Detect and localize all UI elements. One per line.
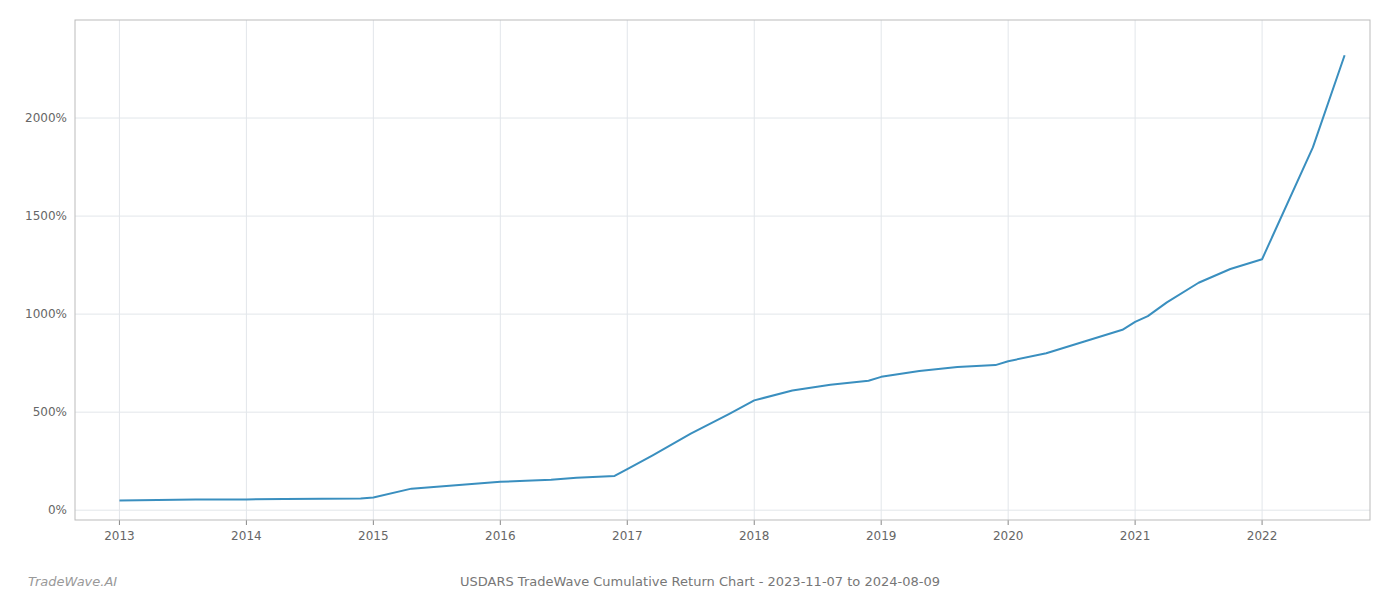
y-tick-label: 2000%	[25, 111, 67, 125]
y-grid-line	[75, 510, 1370, 511]
x-tick-label: 2022	[1247, 529, 1278, 543]
x-grid-line	[119, 20, 120, 520]
x-grid-line	[500, 20, 501, 520]
x-tick-mark	[500, 520, 501, 525]
axes: 0% 500% 1000% 1500% 2000% 2013 2014 2015 2016 201…	[25, 20, 1370, 543]
x-grid-line	[754, 20, 755, 520]
chart-container: 0% 500% 1000% 1500% 2000% 2013 2014 2015 2016 201…	[0, 0, 1400, 600]
x-tick-label: 2016	[485, 529, 516, 543]
series-group	[119, 55, 1344, 500]
x-tick-mark	[754, 520, 755, 525]
x-tick-label: 2020	[993, 529, 1024, 543]
watermark: TradeWave.AI	[28, 574, 117, 589]
x-tick-mark	[119, 520, 120, 525]
y-tick-label: 1000%	[25, 307, 67, 321]
y-tick-label: 500%	[33, 405, 67, 419]
x-grid-line	[881, 20, 882, 520]
line	[119, 55, 1344, 500]
texts: TradeWave.AI USDARS TradeWave Cumulative …	[28, 574, 940, 589]
x-tick-mark	[1135, 520, 1136, 525]
title: USDARS TradeWave Cumulative Return Chart…	[460, 574, 940, 589]
x-tick-mark	[246, 520, 247, 525]
y-grid-line	[75, 118, 1370, 119]
x-tick-label: 2017	[612, 529, 643, 543]
x-tick-mark	[1008, 520, 1009, 525]
x-tick-mark	[373, 520, 374, 525]
x-grid-line	[1262, 20, 1263, 520]
x-tick-mark	[627, 520, 628, 525]
x-grid-line	[1008, 20, 1009, 520]
y-grid-line	[75, 314, 1370, 315]
x-grid-line	[246, 20, 247, 520]
x-tick-label: 2014	[231, 529, 262, 543]
y-tick-label: 0%	[48, 503, 67, 517]
x-tick-label: 2019	[866, 529, 897, 543]
x-grid-line	[373, 20, 374, 520]
chart-svg: 0% 500% 1000% 1500% 2000% 2013 2014 2015 2016 201…	[0, 0, 1400, 600]
x-grid-line	[627, 20, 628, 520]
x-tick-label: 2015	[358, 529, 389, 543]
x-tick-label: 2013	[104, 529, 135, 543]
x-tick-mark	[881, 520, 882, 525]
y-grid-line	[75, 412, 1370, 413]
y-tick-label: 1500%	[25, 209, 67, 223]
x-grid-line	[1135, 20, 1136, 520]
grid	[75, 20, 1370, 520]
y-grid-line	[75, 216, 1370, 217]
x-tick-label: 2018	[739, 529, 770, 543]
x-tick-mark	[1262, 520, 1263, 525]
x-tick-label: 2021	[1120, 529, 1151, 543]
plot-frame	[75, 20, 1370, 520]
